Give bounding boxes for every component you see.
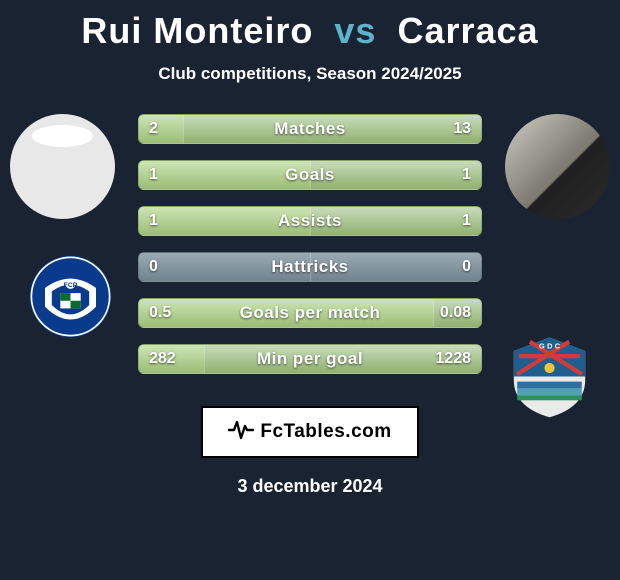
- stat-value-left: 0: [139, 253, 168, 281]
- stat-value-right: 1: [452, 161, 481, 189]
- stat-row: Hattricks0 0: [138, 252, 482, 282]
- snapshot-date: 3 december 2024: [0, 476, 620, 497]
- stat-row: Assists1 1: [138, 206, 482, 236]
- stat-label: Matches: [139, 115, 481, 143]
- stat-label: Assists: [139, 207, 481, 235]
- stat-row: Goals1 1: [138, 160, 482, 190]
- stat-bars: Matches213Goals11Assists11Hattricks00Goa…: [138, 114, 482, 390]
- svg-text:G D C: G D C: [539, 341, 561, 350]
- vs-label: vs: [334, 10, 376, 51]
- stat-row: Matches2 13: [138, 114, 482, 144]
- stat-value-right: 1228: [425, 345, 481, 373]
- brand-pulse-icon: [228, 418, 254, 446]
- subtitle: Club competitions, Season 2024/2025: [0, 64, 620, 84]
- stat-value-left: 1: [139, 207, 168, 235]
- stat-value-right: 13: [443, 115, 481, 143]
- stat-value-left: 2: [139, 115, 168, 143]
- stat-value-left: 282: [139, 345, 186, 373]
- stat-value-right: 0.08: [430, 299, 481, 327]
- player2-club-badge: G D C: [507, 334, 592, 419]
- stat-label: Hattricks: [139, 253, 481, 281]
- stat-row: Min per goal2821228: [138, 344, 482, 374]
- stat-row: Goals per match0.50.08: [138, 298, 482, 328]
- stat-value-right: 0: [452, 253, 481, 281]
- brand-text: FcTables.com: [260, 421, 391, 443]
- svg-text:FCP: FCP: [64, 282, 78, 289]
- stat-value-left: 0.5: [139, 299, 181, 327]
- comparison-panel: FCP G D C Matches213Goals11Assists11Hatt…: [0, 114, 620, 394]
- player2-photo: [505, 114, 610, 219]
- player2-name: Carraca: [397, 10, 538, 51]
- player1-club-badge: FCP: [28, 254, 113, 339]
- player1-name: Rui Monteiro: [81, 10, 313, 51]
- player1-photo: [10, 114, 115, 219]
- stat-value-right: 1: [452, 207, 481, 235]
- brand-badge: FcTables.com: [201, 406, 419, 458]
- stat-label: Goals: [139, 161, 481, 189]
- comparison-title: Rui Monteiro vs Carraca: [0, 0, 620, 52]
- stat-value-left: 1: [139, 161, 168, 189]
